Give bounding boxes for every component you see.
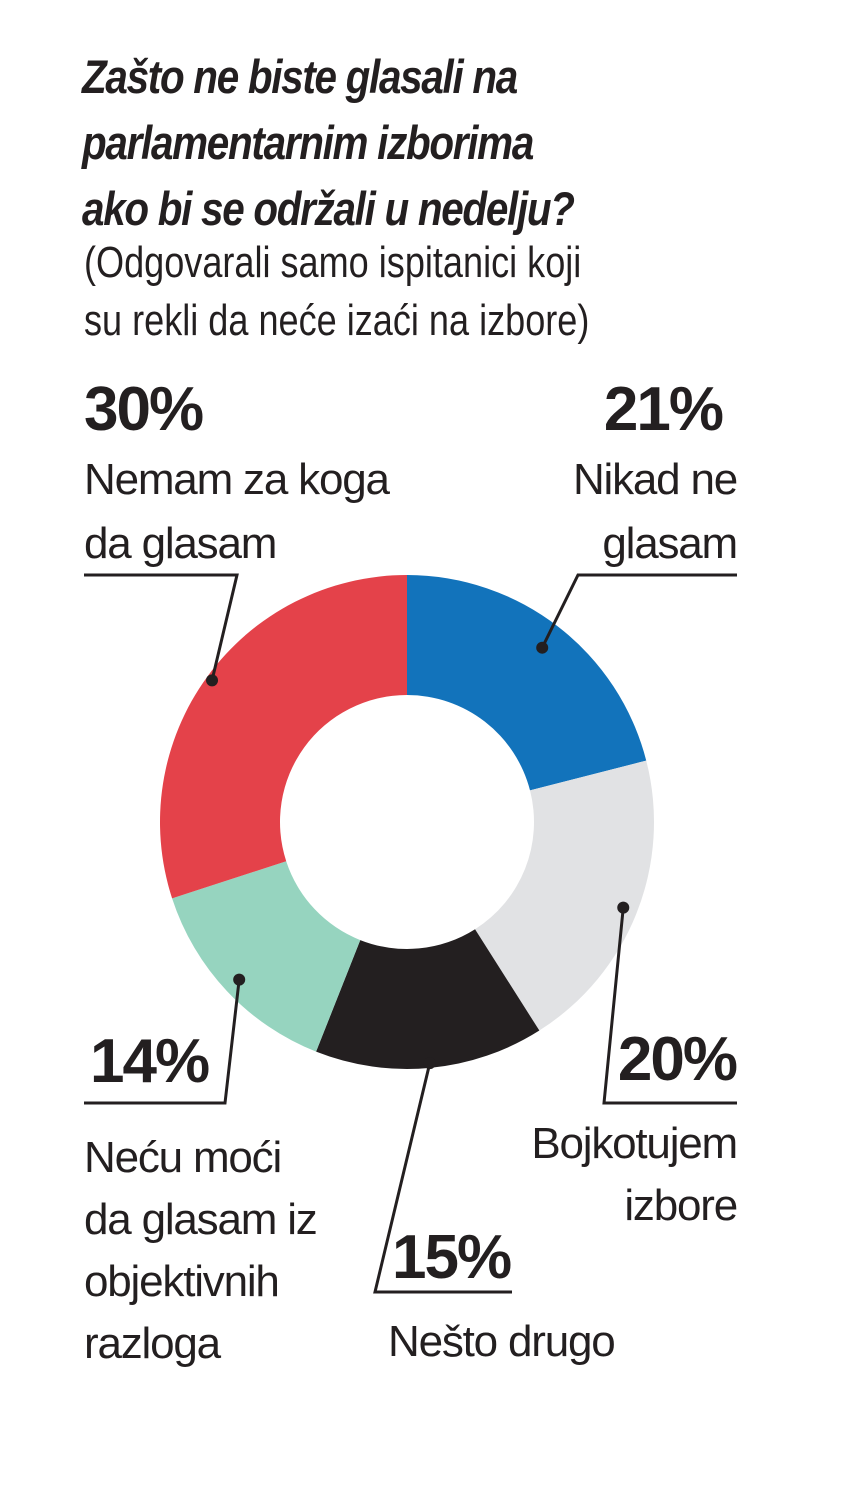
donut-slice: [316, 929, 540, 1070]
leader-dot: [423, 1057, 436, 1070]
chart-title-line-3: ako bi se održali u nedelju?: [82, 182, 575, 235]
donut-slices: [159, 575, 654, 1070]
donut-slice: [159, 575, 407, 899]
leader-dot: [233, 973, 246, 986]
donut-slice: [407, 575, 647, 791]
slice-category-label: Nešto drugo: [388, 1317, 615, 1366]
leader-line: [84, 979, 241, 1105]
leader-lines: [84, 573, 737, 1294]
slice-category-label: da glasam: [84, 519, 276, 568]
leader-dot: [206, 674, 219, 687]
slice-category-label: glasam: [602, 519, 737, 568]
slice-category-label: Nemam za koga: [84, 455, 390, 504]
leader-dot: [536, 641, 549, 654]
chart-title-line-1: Zašto ne biste glasali na: [82, 50, 518, 103]
slice-labels: 21% Nikad ne glasam 20% Bojkotujem izbore 15% N…: [84, 375, 739, 1368]
leader-line: [373, 1062, 512, 1294]
chart-subtitle-line-2: su rekli da neće izaći na izbore): [84, 296, 590, 345]
slice-category-label: da glasam iz: [84, 1195, 317, 1244]
leader-dot: [617, 901, 630, 914]
slice-percent-label: 21%: [604, 375, 723, 444]
slice-percent-label: 30%: [84, 375, 203, 444]
slice-category-label: objektivnih: [84, 1257, 279, 1306]
slice-percent-label: 15%: [392, 1223, 511, 1292]
chart-subtitle: (Odgovarali samo ispitanici koji su rekl…: [84, 234, 589, 350]
chart-subtitle-line-1: (Odgovarali samo ispitanici koji: [84, 238, 582, 287]
donut-slice: [475, 760, 654, 1031]
slice-category-label: razloga: [84, 1319, 222, 1368]
chart-title: Zašto ne biste glasali na parlamentarnim…: [82, 44, 684, 242]
slice-category-label: Bojkotujem: [531, 1119, 737, 1168]
leader-line: [602, 907, 737, 1105]
slice-category-label: izbore: [624, 1181, 737, 1230]
slice-percent-label: 20%: [618, 1025, 737, 1094]
slice-percent-label: 14%: [90, 1027, 209, 1096]
slice-category-label: Neću moći: [84, 1133, 281, 1182]
donut-slice: [172, 861, 361, 1052]
leader-line: [540, 573, 737, 649]
slice-category-label: Nikad ne: [573, 455, 737, 504]
chart-title-line-2: parlamentarnim izborima: [82, 116, 534, 169]
leader-line: [84, 573, 239, 681]
